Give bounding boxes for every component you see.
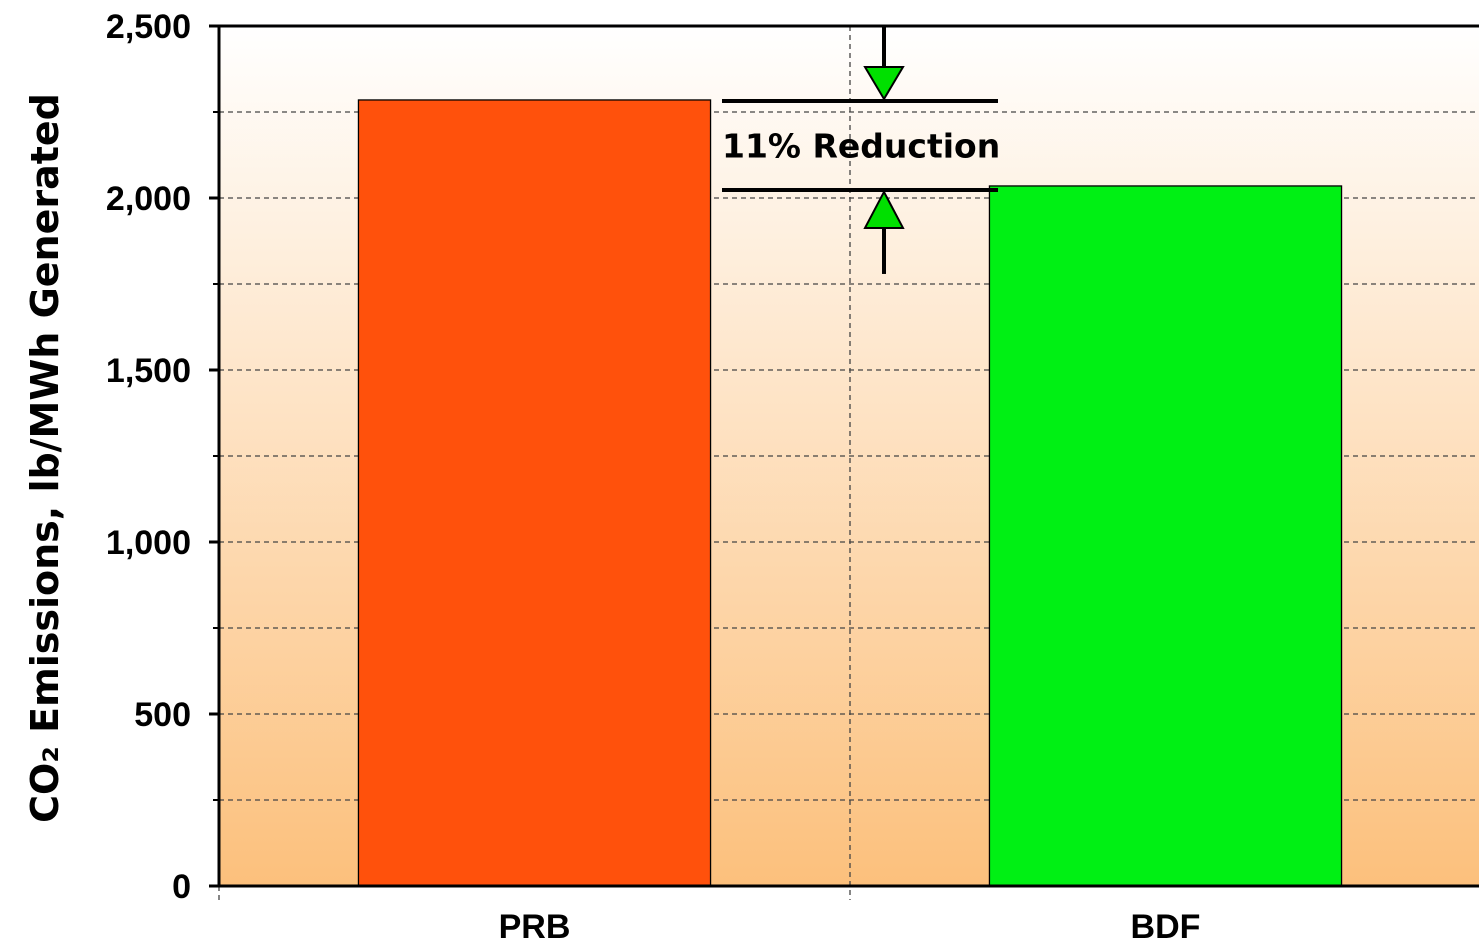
x-tick-label: BDF	[1131, 908, 1201, 944]
bars	[357, 99, 1343, 887]
y-tick-label: 2,500	[106, 8, 191, 46]
bar-bdf	[988, 185, 1343, 887]
y-tick-label: 2,000	[106, 180, 191, 218]
x-tick-label: PRB	[499, 908, 571, 944]
arrow-up-head	[863, 189, 905, 229]
y-tick-label: 0	[172, 868, 191, 906]
bar-prb	[357, 99, 712, 887]
y-axis-label: CO₂ Emissions, lb/MWh Generated	[23, 93, 67, 823]
axes: 0 500 1,000 1,500 2,000 2,500 PRB BDF	[106, 8, 1201, 944]
reduction-annotation: 11% Reduction	[722, 26, 1000, 274]
y-tick-label: 500	[134, 696, 191, 734]
reduction-label: 11% Reduction	[722, 126, 1000, 165]
y-tick-label: 1,500	[106, 352, 191, 390]
arrow-down-head	[863, 65, 905, 101]
y-tick-label: 1,000	[106, 524, 191, 562]
